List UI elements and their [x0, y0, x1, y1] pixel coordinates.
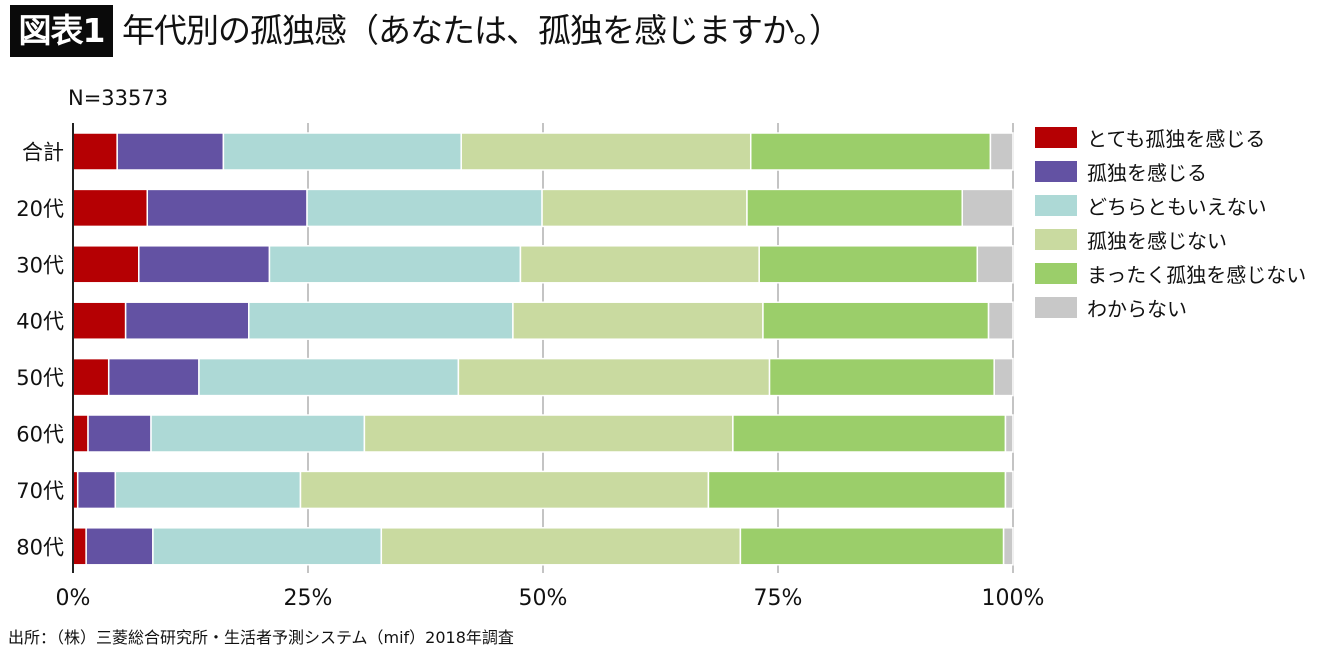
bar-segment — [460, 132, 752, 171]
x-tick-label: 100% — [982, 586, 1045, 611]
category-label: 20代 — [16, 197, 64, 221]
bar-segment — [457, 357, 771, 397]
bar-segment — [762, 301, 990, 340]
bar-segment — [768, 357, 995, 397]
bar-segment — [248, 301, 514, 340]
bar-segment — [746, 188, 963, 228]
bar-segment — [306, 188, 543, 228]
legend-swatch — [1035, 194, 1077, 216]
bar-segment — [116, 132, 225, 171]
bar-segment — [152, 527, 383, 566]
bar-segment — [541, 188, 748, 228]
legend-item: まったく孤独を感じない — [1035, 256, 1306, 290]
bar-segment — [124, 301, 250, 340]
legend-label: どちらともいえない — [1087, 194, 1267, 219]
category-label: 80代 — [16, 535, 64, 559]
legend-label: 孤独を感じない — [1087, 228, 1227, 253]
bar-segment — [987, 301, 1014, 340]
bar-segment — [76, 470, 117, 510]
legend-item: 孤独を感じない — [1035, 222, 1306, 256]
x-tick-label: 0% — [56, 586, 91, 611]
legend-swatch — [1035, 262, 1077, 284]
bar-segment — [758, 245, 979, 284]
bar-segment — [976, 245, 1014, 284]
bar-segment — [299, 470, 710, 510]
bar-segment — [146, 188, 308, 228]
bar-segment — [749, 132, 992, 171]
legend-item: 孤独を感じる — [1035, 154, 1306, 188]
category-label: 30代 — [16, 253, 64, 277]
legend-label: とても孤独を感じる — [1087, 126, 1266, 151]
category-label: 40代 — [16, 310, 64, 334]
bar-segment — [87, 414, 152, 453]
bar-segment — [268, 245, 522, 284]
x-tick-label: 75% — [754, 586, 803, 611]
bar-segment — [72, 245, 140, 284]
legend-item: とても孤独を感じる — [1035, 120, 1306, 154]
bar-segment — [138, 245, 271, 284]
bar-segment — [993, 357, 1014, 397]
bar-segment — [107, 357, 200, 397]
bar-segment — [519, 245, 760, 284]
legend-label: 孤独を感じる — [1087, 160, 1207, 185]
source-note: 出所：（株）三菱総合研究所・生活者予測システム（mif）2018年調査 — [8, 628, 514, 647]
bar-segment — [732, 414, 1007, 453]
bar-segment — [72, 527, 87, 566]
bar-segment — [72, 132, 118, 171]
bar-segment — [222, 132, 462, 171]
bar-segment — [1004, 470, 1014, 510]
sample-size: N=33573 — [68, 86, 169, 110]
x-tick-label: 25% — [284, 586, 333, 611]
legend-label: わからない — [1087, 296, 1187, 321]
chart-title: 年代別の孤独感（あなたは、孤独を感じますか。） — [122, 11, 842, 50]
legend: とても孤独を感じる 孤独を感じるどちらともいえない 孤独を感じないまったく孤独を感じ… — [1035, 120, 1306, 324]
bar-segment — [707, 470, 1007, 510]
legend-swatch — [1035, 228, 1077, 250]
bar-segment — [198, 357, 460, 397]
bar-segment — [72, 301, 127, 340]
legend-swatch — [1035, 160, 1077, 182]
bar-segment — [512, 301, 764, 340]
category-label: 70代 — [16, 479, 64, 503]
figure-badge: 図表1 — [10, 5, 113, 57]
legend-label: まったく孤独を感じない — [1087, 262, 1307, 287]
bar-segment — [72, 357, 110, 397]
bar-segment — [989, 132, 1014, 171]
bar-segment — [85, 527, 154, 566]
legend-swatch — [1035, 296, 1077, 318]
bar-segment — [72, 188, 149, 228]
bar-segment — [114, 470, 302, 510]
category-label: 50代 — [16, 366, 64, 390]
bar-segment — [72, 414, 89, 453]
bar-segment — [380, 527, 742, 566]
bar-segment — [961, 188, 1014, 228]
legend-item: どちらともいえない — [1035, 188, 1306, 222]
category-label: 合計 — [22, 141, 64, 165]
bar-segment — [739, 527, 1005, 566]
category-label: 60代 — [16, 423, 64, 447]
bar-segment — [1004, 414, 1014, 453]
bar-segment — [363, 414, 734, 453]
bar-segment — [1002, 527, 1014, 566]
bar-segment — [150, 414, 366, 453]
legend-swatch — [1035, 126, 1077, 148]
legend-item: わからない — [1035, 290, 1306, 324]
x-tick-label: 50% — [519, 586, 568, 611]
